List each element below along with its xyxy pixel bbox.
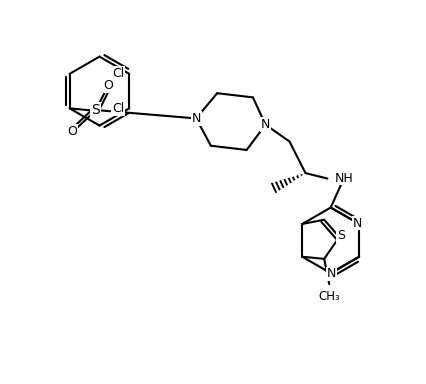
Text: S: S — [91, 103, 100, 118]
Text: N: N — [192, 112, 201, 125]
Text: N: N — [353, 217, 362, 230]
Text: N: N — [327, 268, 336, 280]
Text: Cl: Cl — [112, 67, 124, 80]
Text: CH₃: CH₃ — [318, 290, 340, 303]
Text: NH: NH — [335, 172, 354, 185]
Text: O: O — [68, 125, 78, 138]
Text: S: S — [337, 229, 345, 242]
Text: N: N — [261, 118, 270, 131]
Text: Cl: Cl — [112, 102, 124, 115]
Text: O: O — [104, 79, 113, 92]
